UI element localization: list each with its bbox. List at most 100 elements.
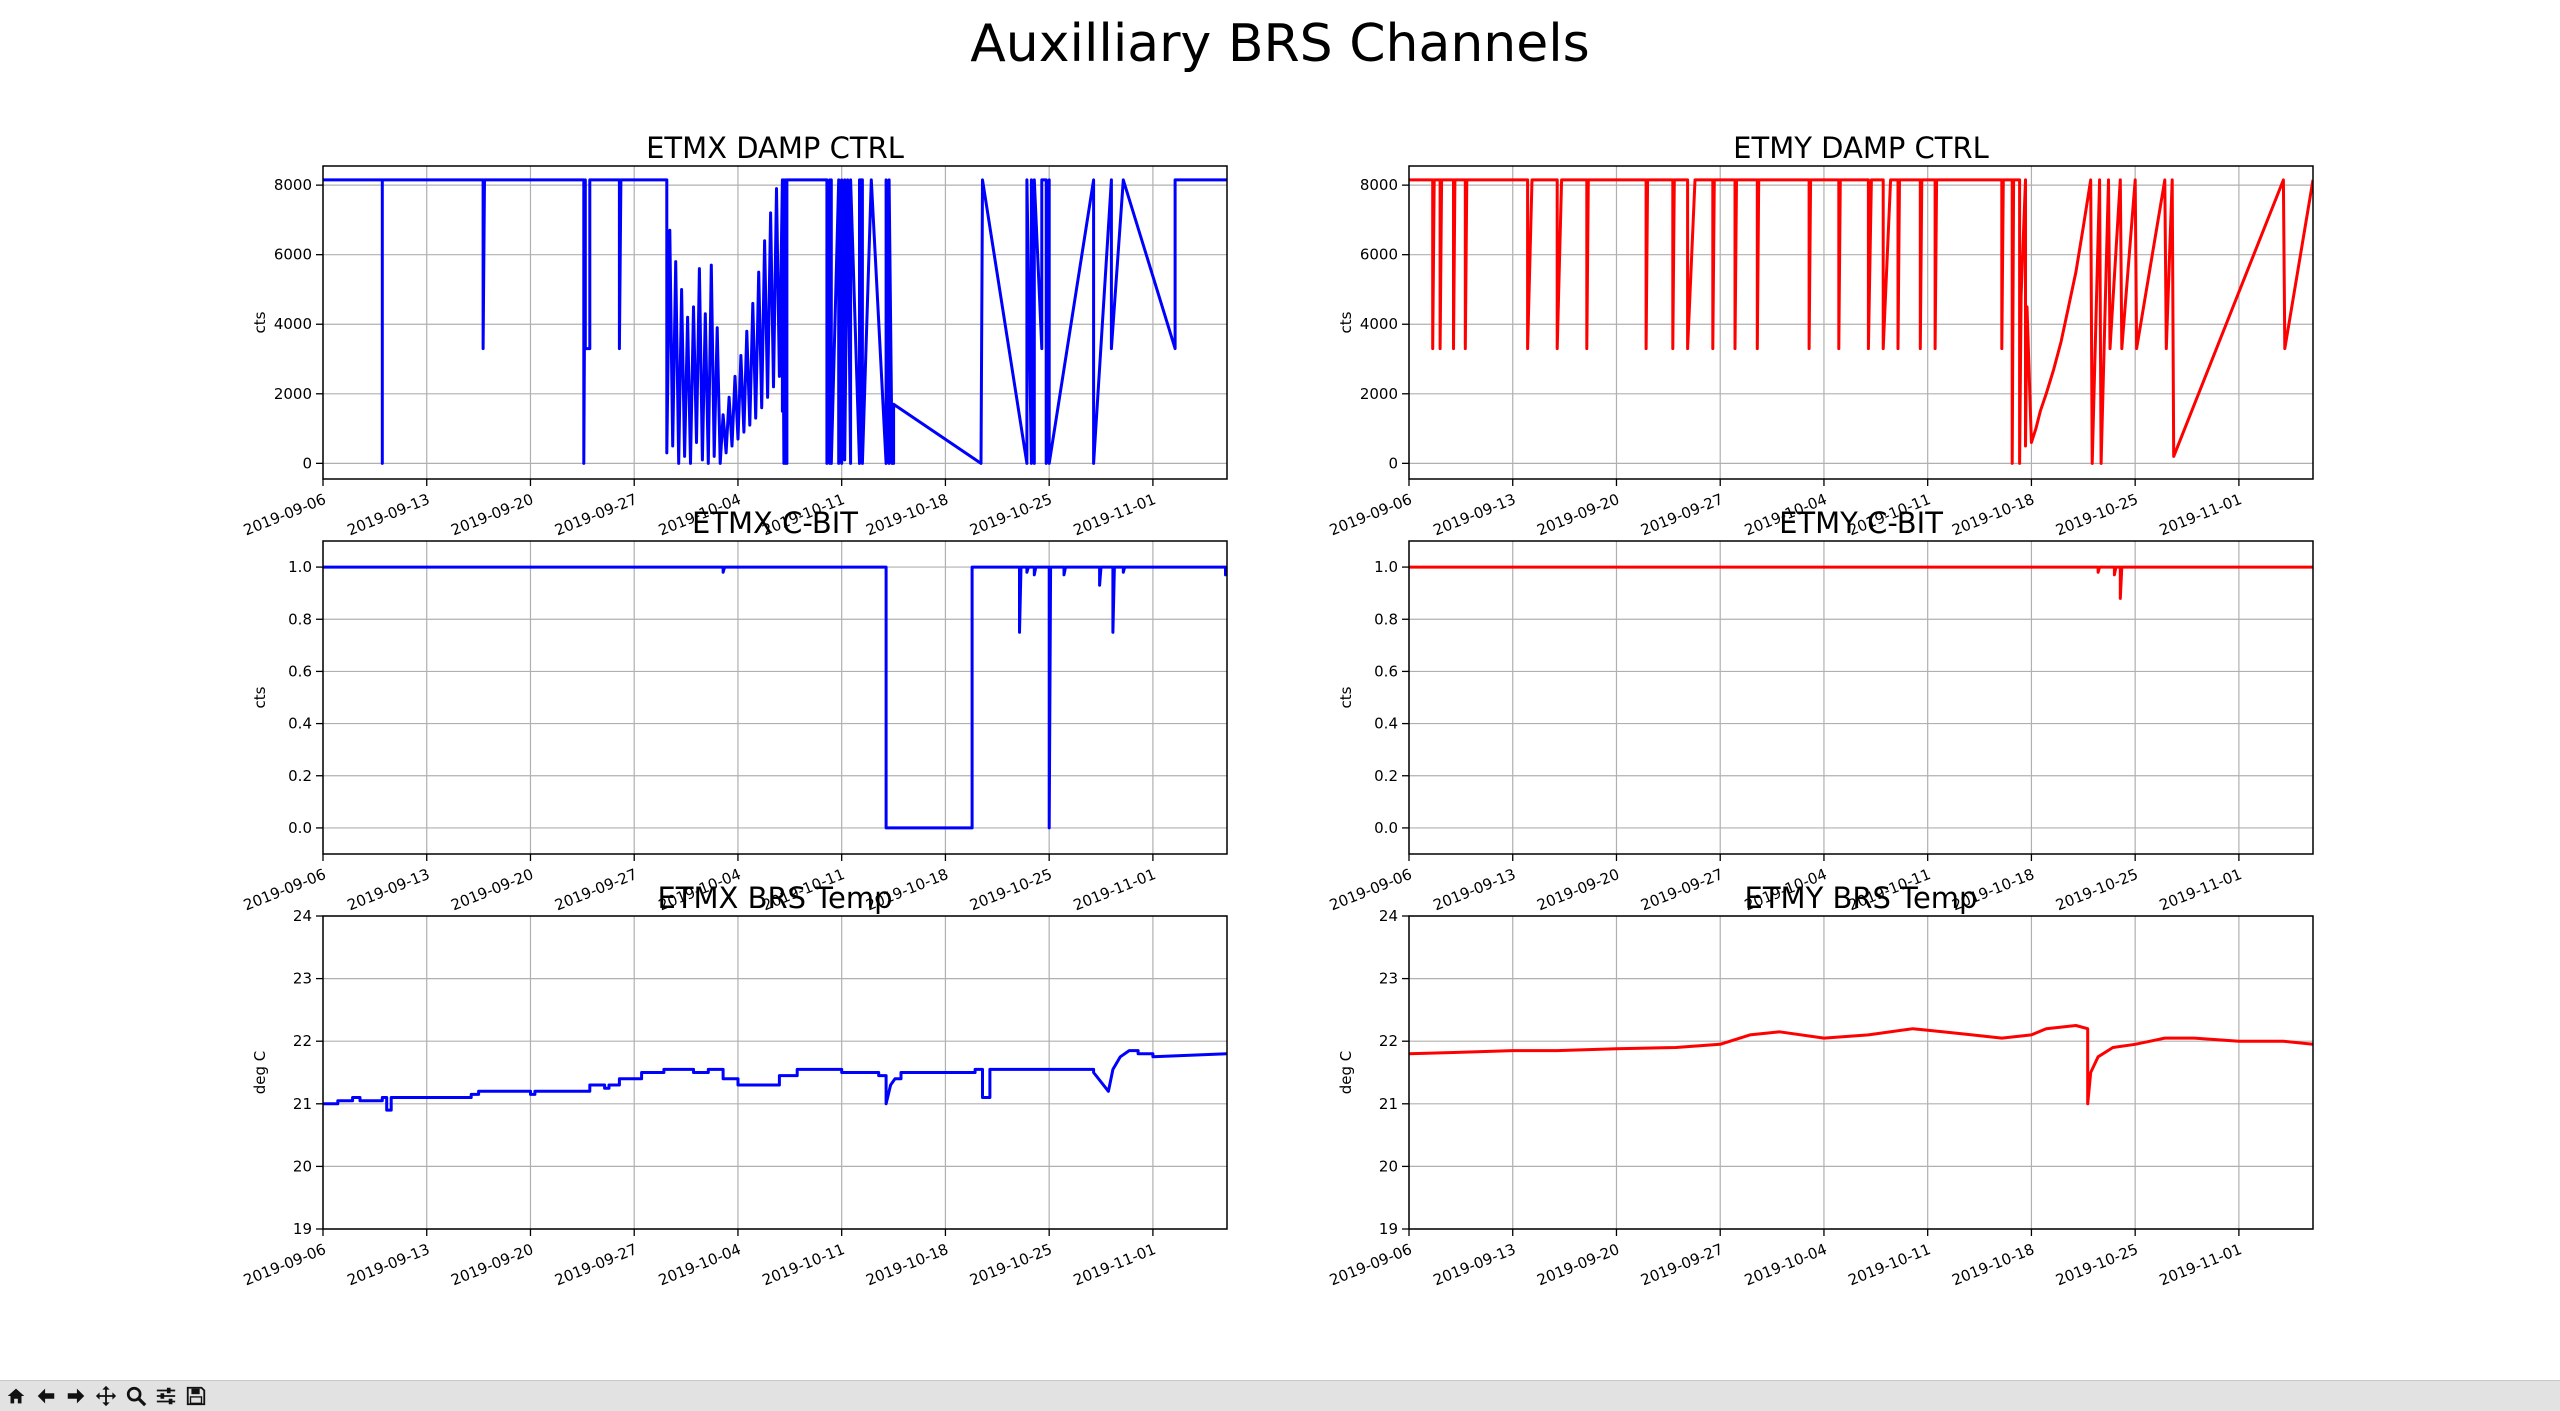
x-tick-label: 2019-10-11 bbox=[760, 1240, 848, 1289]
x-tick-label: 2019-09-27 bbox=[1638, 490, 1726, 539]
series-line-etmx-damp-ctrl bbox=[323, 178, 1227, 465]
y-axis-label: deg C bbox=[251, 1051, 269, 1095]
series-line-etmx-c-bit bbox=[323, 565, 1227, 830]
subplot-etmx-damp-ctrl: 0 2000 4000 6000 8000 2019-09-06 2019-09-13 201… bbox=[241, 131, 1228, 539]
x-tick-label: 2019-10-18 bbox=[1949, 1240, 2037, 1289]
x-tick-label: 2019-09-13 bbox=[1431, 865, 1519, 914]
x-tick-label: 2019-09-13 bbox=[345, 865, 433, 914]
x-tick-label: 2019-09-27 bbox=[552, 490, 640, 539]
x-tick-label: 2019-10-04 bbox=[656, 1240, 744, 1289]
y-tick-label: 20 bbox=[1379, 1157, 1398, 1175]
x-tick-label: 2019-10-25 bbox=[967, 1240, 1055, 1289]
x-tick-label: 2019-10-25 bbox=[2053, 1240, 2141, 1289]
series-line-etmx-brs-temp bbox=[323, 1049, 1227, 1112]
x-tick-label: 2019-09-13 bbox=[1431, 490, 1519, 539]
x-tick-label: 2019-10-11 bbox=[1846, 1240, 1934, 1289]
sliders-icon bbox=[156, 1387, 175, 1405]
x-tick-label: 2019-09-27 bbox=[552, 865, 640, 914]
subplot-etmy-c-bit: 0.0 0.2 0.4 0.6 0.8 1.0 2019-09-06 2019-09-13 20… bbox=[1327, 506, 2314, 914]
y-tick-label: 0.2 bbox=[1374, 767, 1398, 785]
back-button[interactable] bbox=[32, 1383, 59, 1410]
x-tick-label: 2019-09-13 bbox=[345, 490, 433, 539]
subplot-title: ETMY BRS Temp bbox=[1745, 881, 1978, 915]
series-line-etmy-c-bit bbox=[1409, 565, 2313, 600]
x-tick-label: 2019-09-20 bbox=[448, 1240, 536, 1289]
x-tick-label: 2019-09-06 bbox=[1327, 1240, 1415, 1289]
y-tick-label: 0.8 bbox=[288, 610, 312, 628]
x-tick-label: 2019-10-04 bbox=[1742, 1240, 1830, 1289]
navigation-toolbar bbox=[0, 1380, 2560, 1411]
x-tick-label: 2019-09-13 bbox=[1431, 1240, 1519, 1289]
subplot-etmx-brs-temp: 19 20 21 22 23 24 2019-09-06 2019-09-13 2019-09-… bbox=[241, 881, 1228, 1289]
axes-frame bbox=[1408, 165, 2314, 480]
zoom-button[interactable] bbox=[122, 1383, 149, 1410]
y-tick-label: 2000 bbox=[1360, 385, 1398, 403]
y-tick-label: 22 bbox=[293, 1032, 312, 1050]
move-icon bbox=[95, 1385, 116, 1407]
y-tick-label: 8000 bbox=[274, 176, 312, 194]
x-tick-label: 2019-10-25 bbox=[967, 865, 1055, 914]
subplot-etmy-brs-temp: 19 20 21 22 23 24 2019-09-06 2019-09-13 2019-09-… bbox=[1327, 881, 2314, 1289]
magnifier-icon bbox=[126, 1386, 146, 1407]
y-tick-label: 24 bbox=[1379, 907, 1398, 925]
x-tick-label: 2019-09-13 bbox=[345, 1240, 433, 1289]
x-tick-label: 2019-10-25 bbox=[2053, 490, 2141, 539]
y-tick-label: 1.0 bbox=[288, 558, 312, 576]
y-tick-label: 24 bbox=[293, 907, 312, 925]
y-tick-label: 6000 bbox=[274, 246, 312, 264]
y-tick-label: 8000 bbox=[1360, 176, 1398, 194]
home-button[interactable] bbox=[2, 1383, 29, 1410]
x-tick-label: 2019-11-01 bbox=[1071, 865, 1159, 914]
y-axis-label: deg C bbox=[1337, 1051, 1355, 1095]
x-tick-label: 2019-10-25 bbox=[2053, 865, 2141, 914]
series-line-etmy-damp-ctrl bbox=[1409, 178, 2313, 465]
y-tick-label: 0.0 bbox=[1374, 819, 1398, 837]
x-tick-label: 2019-09-20 bbox=[448, 865, 536, 914]
x-tick-label: 2019-10-18 bbox=[1949, 490, 2037, 539]
x-tick-label: 2019-11-01 bbox=[2157, 865, 2245, 914]
floppy-disk-icon bbox=[186, 1386, 205, 1406]
x-tick-label: 2019-09-06 bbox=[241, 490, 329, 539]
y-tick-label: 6000 bbox=[1360, 246, 1398, 264]
axes-frame bbox=[322, 540, 1228, 855]
x-tick-label: 2019-11-01 bbox=[1071, 1240, 1159, 1289]
x-tick-label: 2019-11-01 bbox=[1071, 490, 1159, 539]
y-tick-label: 21 bbox=[293, 1095, 312, 1113]
forward-button[interactable] bbox=[62, 1383, 89, 1410]
x-tick-label: 2019-10-18 bbox=[863, 1240, 951, 1289]
y-axis-label: cts bbox=[1337, 686, 1355, 708]
save-button[interactable] bbox=[182, 1383, 209, 1410]
y-axis-label: cts bbox=[251, 311, 269, 333]
pan-button[interactable] bbox=[92, 1383, 119, 1410]
subplot-etmx-c-bit: 0.0 0.2 0.4 0.6 0.8 1.0 2019-09-06 2019-09-13 20… bbox=[241, 506, 1228, 914]
series-line-etmy-brs-temp bbox=[1409, 1024, 2313, 1106]
x-tick-label: 2019-09-06 bbox=[1327, 865, 1415, 914]
y-axis-label: cts bbox=[251, 686, 269, 708]
y-tick-label: 0 bbox=[302, 454, 312, 472]
subplot-title: ETMX DAMP CTRL bbox=[646, 131, 904, 165]
subplot-title: ETMY C-BIT bbox=[1779, 506, 1943, 540]
y-tick-label: 19 bbox=[1379, 1220, 1398, 1238]
x-tick-label: 2019-09-20 bbox=[1534, 1240, 1622, 1289]
configure-subplots-button[interactable] bbox=[152, 1383, 179, 1410]
y-tick-label: 23 bbox=[293, 970, 312, 988]
y-tick-label: 19 bbox=[293, 1220, 312, 1238]
subplot-title: ETMY DAMP CTRL bbox=[1733, 131, 1989, 165]
x-tick-label: 2019-09-06 bbox=[241, 1240, 329, 1289]
y-tick-label: 2000 bbox=[274, 385, 312, 403]
subplot-title: ETMX C-BIT bbox=[692, 506, 858, 540]
y-axis-label: cts bbox=[1337, 311, 1355, 333]
x-tick-label: 2019-09-20 bbox=[448, 490, 536, 539]
x-tick-label: 2019-09-06 bbox=[1327, 490, 1415, 539]
axes-frame bbox=[322, 165, 1228, 480]
axes-frame bbox=[1408, 915, 2314, 1230]
y-tick-label: 23 bbox=[1379, 970, 1398, 988]
y-tick-label: 0.0 bbox=[288, 819, 312, 837]
x-tick-label: 2019-09-27 bbox=[1638, 1240, 1726, 1289]
y-tick-label: 0.6 bbox=[1374, 662, 1398, 680]
y-tick-label: 0.6 bbox=[288, 662, 312, 680]
subplot-title: ETMX BRS Temp bbox=[657, 881, 892, 915]
arrow-left-icon bbox=[37, 1388, 54, 1404]
subplot-etmy-damp-ctrl: 0 2000 4000 6000 8000 2019-09-06 2019-09-13 201… bbox=[1327, 131, 2314, 539]
